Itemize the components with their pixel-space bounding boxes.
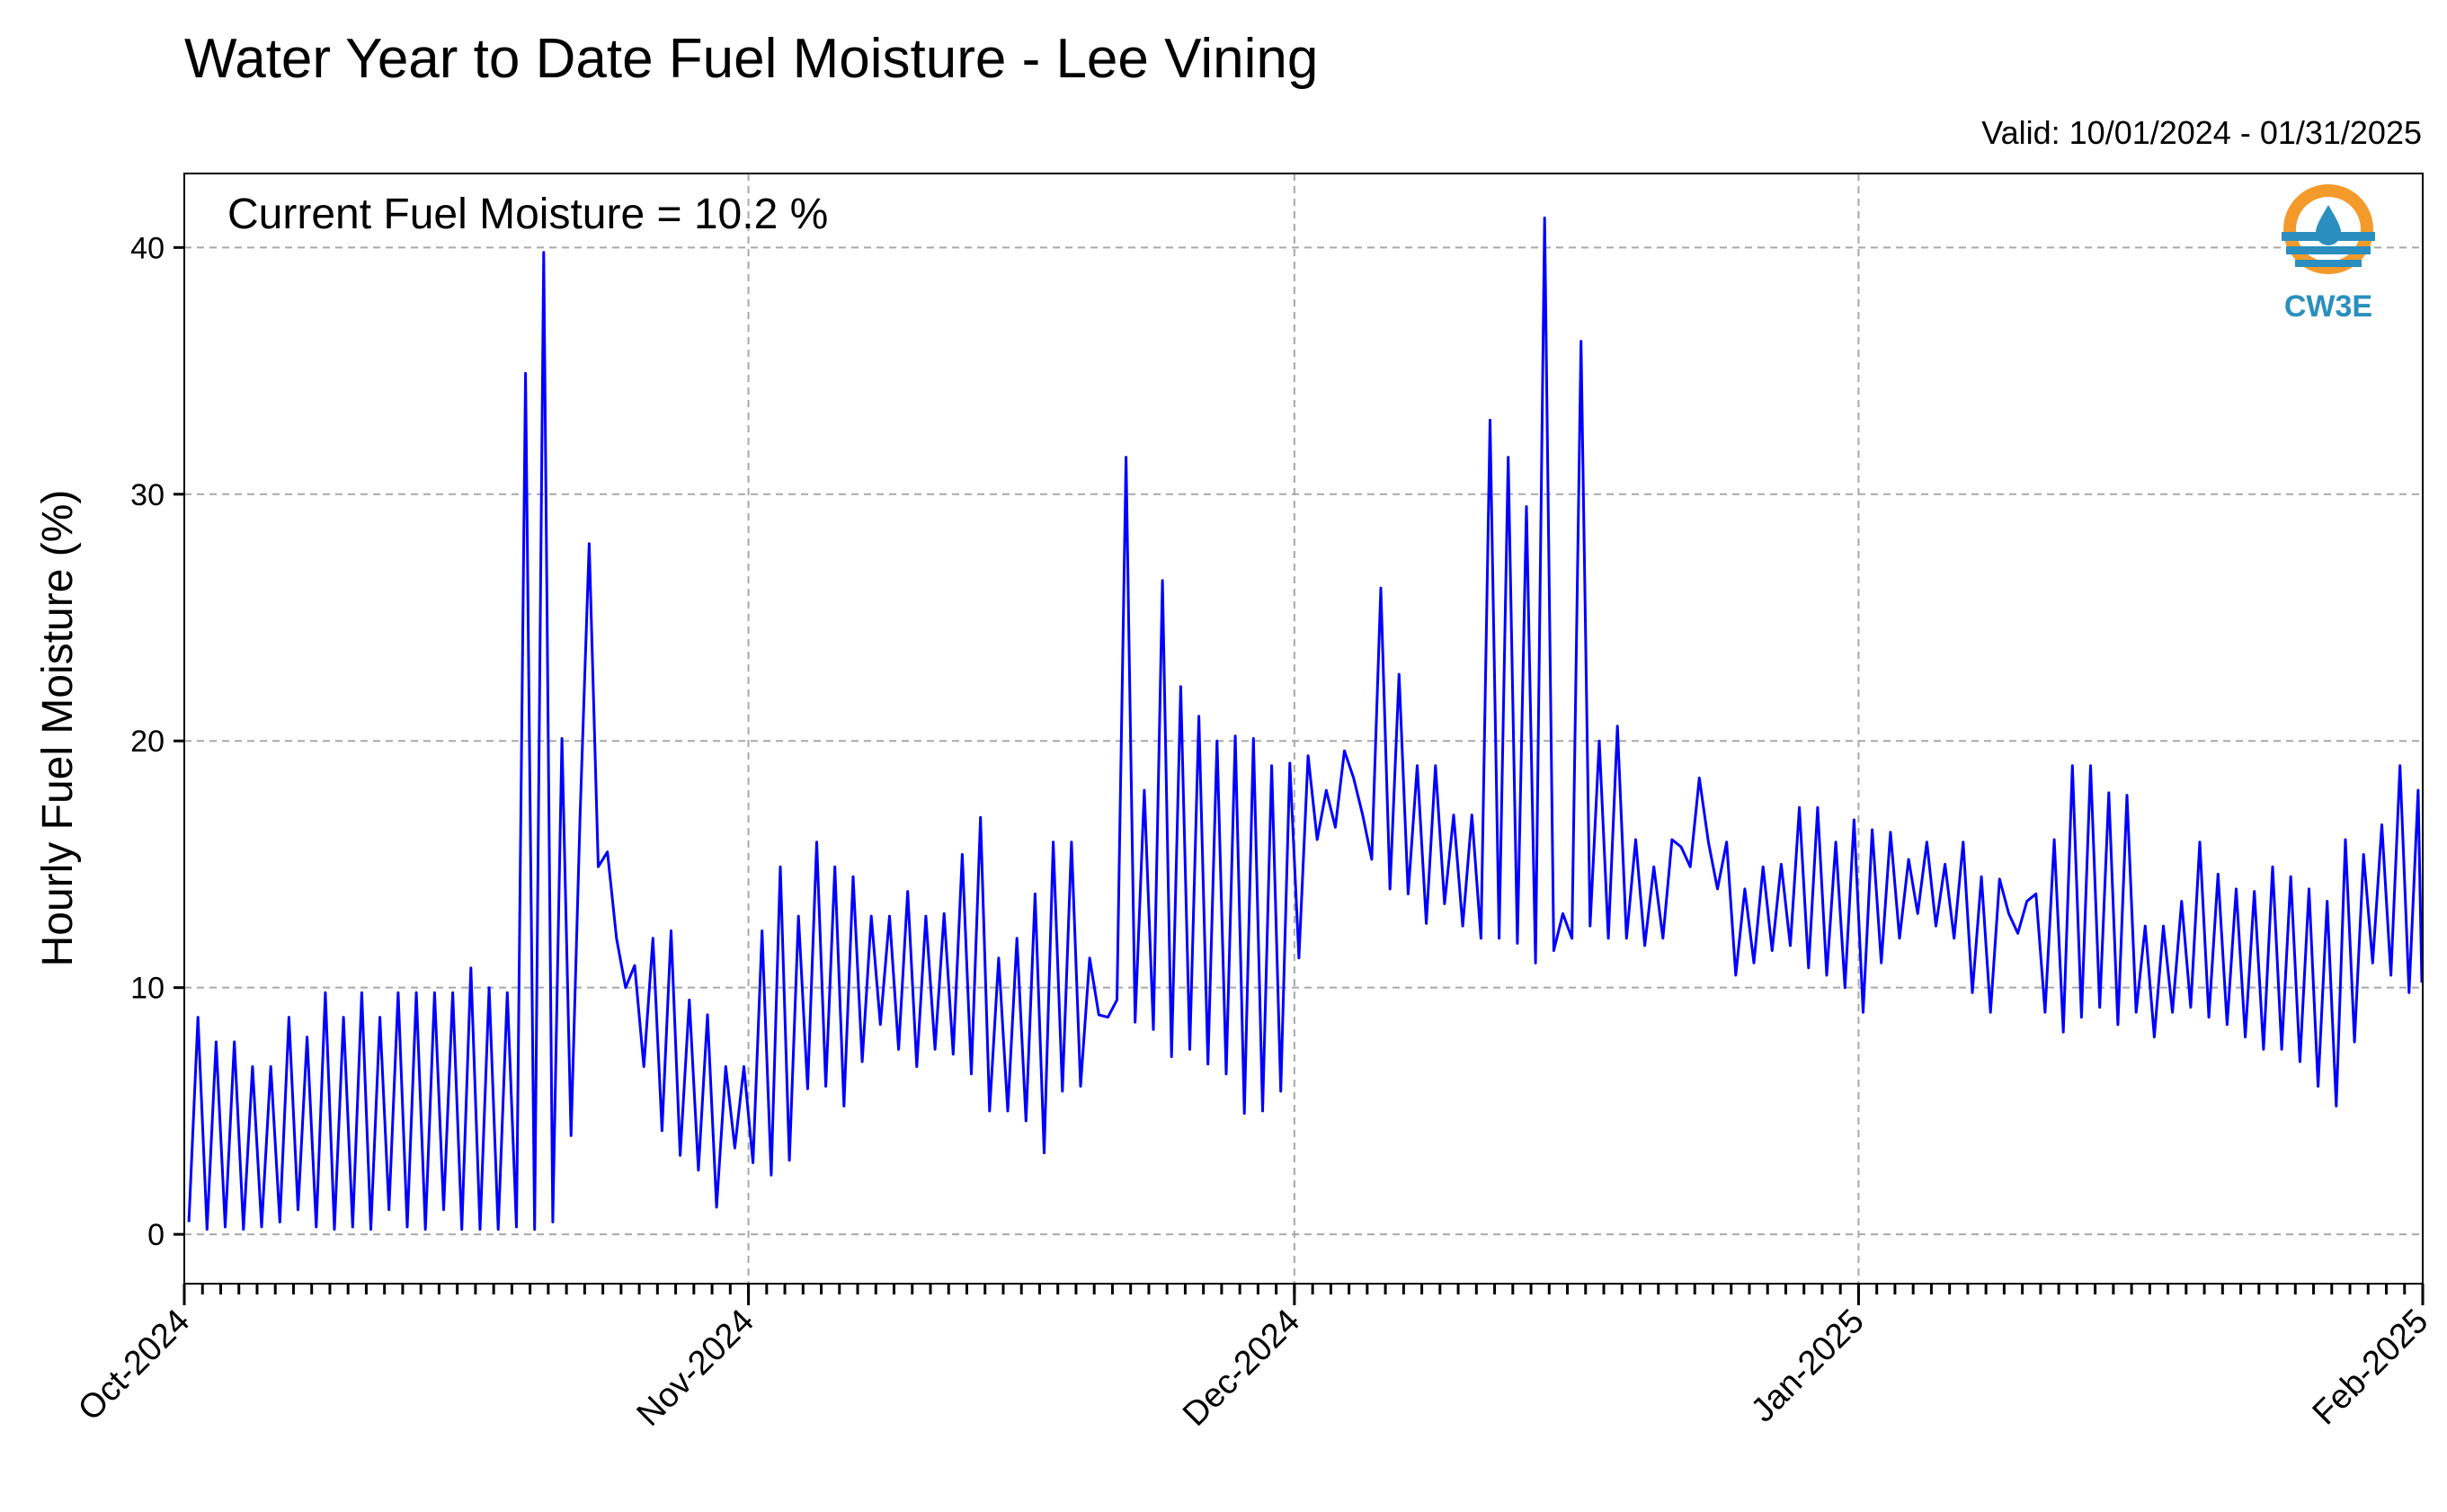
grid-lines bbox=[183, 173, 2424, 1284]
y-tick-label: 20 bbox=[130, 725, 165, 759]
plot-area-frame bbox=[183, 173, 2424, 1285]
x-tick-label: Oct-2024 bbox=[71, 1303, 197, 1428]
logo-wordmark: CW3E bbox=[2284, 289, 2372, 324]
axis-ticks: 0 10 20 30 40 Oct-2024 Nov-2024 Dec-2024 Jan-202… bbox=[71, 231, 2435, 1434]
y-axis-label: Hourly Fuel Moisture (%) bbox=[34, 490, 82, 967]
fuel-moisture-series-line bbox=[187, 216, 2423, 1232]
y-tick-label: 10 bbox=[130, 972, 165, 1006]
x-tick-label: Dec-2024 bbox=[1176, 1303, 1307, 1434]
y-tick-label: 30 bbox=[130, 478, 165, 512]
current-fuel-moisture-annotation: Current Fuel Moisture = 10.2 % bbox=[227, 191, 828, 238]
y-tick-label: 40 bbox=[130, 231, 165, 265]
valid-date-range: Valid: 10/01/2024 - 01/31/2025 bbox=[1981, 114, 2422, 151]
cw3e-logo: CW3E bbox=[2282, 184, 2375, 324]
y-tick-label: 0 bbox=[147, 1218, 165, 1252]
x-tick-label: Feb-2025 bbox=[2306, 1303, 2436, 1433]
series-layer bbox=[187, 216, 2423, 1232]
x-tick-label: Nov-2024 bbox=[630, 1303, 761, 1434]
chart-title: Water Year to Date Fuel Moisture - Lee V… bbox=[184, 28, 1318, 90]
logo-water-drop-icon bbox=[2316, 205, 2341, 245]
x-tick-label: Jan-2025 bbox=[1744, 1303, 1872, 1430]
